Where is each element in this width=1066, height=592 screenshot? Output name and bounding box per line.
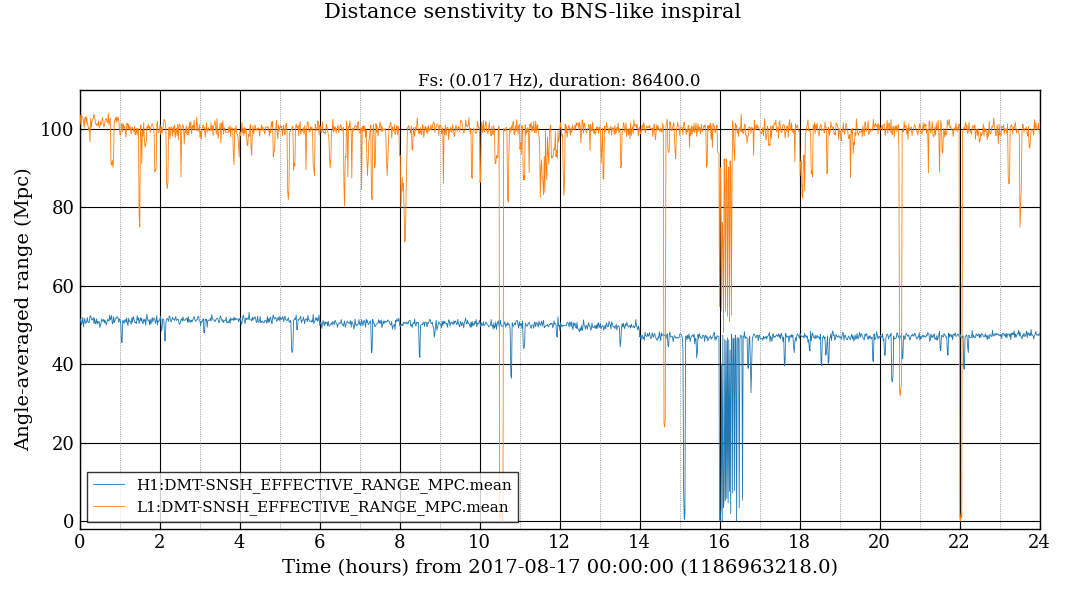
Text: Distance senstivity to BNS-like inspiral: Distance senstivity to BNS-like inspiral	[324, 3, 742, 22]
Line: H1:DMT-SNSH_EFFECTIVE_RANGE_MPC.mean: H1:DMT-SNSH_EFFECTIVE_RANGE_MPC.mean	[80, 313, 1039, 521]
H1:DMT-SNSH_EFFECTIVE_RANGE_MPC.mean	[74, 320, 86, 327]
Line: L1:DMT-SNSH_EFFECTIVE_RANGE_MPC.mean: L1:DMT-SNSH_EFFECTIVE_RANGE_MPC.mean	[80, 113, 1039, 522]
Y-axis label: Angle-averaged range (Mpc): Angle-averaged range (Mpc)	[15, 168, 33, 451]
H1:DMT-SNSH_EFFECTIVE_RANGE_MPC.mean	[453, 323, 466, 330]
H1:DMT-SNSH_EFFECTIVE_RANGE_MPC.mean	[1033, 330, 1046, 337]
H1:DMT-SNSH_EFFECTIVE_RANGE_MPC.mean	[243, 309, 256, 316]
L1:DMT-SNSH_EFFECTIVE_RANGE_MPC.mean	[102, 110, 115, 117]
H1:DMT-SNSH_EFFECTIVE_RANGE_MPC.mean	[311, 318, 324, 325]
L1:DMT-SNSH_EFFECTIVE_RANGE_MPC.mean	[987, 121, 1000, 128]
H1:DMT-SNSH_EFFECTIVE_RANGE_MPC.mean	[730, 517, 743, 525]
L1:DMT-SNSH_EFFECTIVE_RANGE_MPC.mean	[74, 113, 86, 120]
H1:DMT-SNSH_EFFECTIVE_RANGE_MPC.mean	[334, 320, 346, 327]
L1:DMT-SNSH_EFFECTIVE_RANGE_MPC.mean	[906, 132, 919, 139]
L1:DMT-SNSH_EFFECTIVE_RANGE_MPC.mean	[1033, 130, 1046, 137]
H1:DMT-SNSH_EFFECTIVE_RANGE_MPC.mean	[906, 333, 919, 340]
H1:DMT-SNSH_EFFECTIVE_RANGE_MPC.mean	[948, 330, 960, 337]
L1:DMT-SNSH_EFFECTIVE_RANGE_MPC.mean	[311, 117, 324, 124]
Title: Fs: (0.017 Hz), duration: 86400.0: Fs: (0.017 Hz), duration: 86400.0	[418, 73, 700, 89]
L1:DMT-SNSH_EFFECTIVE_RANGE_MPC.mean	[948, 126, 960, 133]
L1:DMT-SNSH_EFFECTIVE_RANGE_MPC.mean	[497, 518, 510, 525]
Legend: H1:DMT-SNSH_EFFECTIVE_RANGE_MPC.mean, L1:DMT-SNSH_EFFECTIVE_RANGE_MPC.mean: H1:DMT-SNSH_EFFECTIVE_RANGE_MPC.mean, L1…	[87, 472, 518, 522]
L1:DMT-SNSH_EFFECTIVE_RANGE_MPC.mean	[334, 124, 346, 131]
H1:DMT-SNSH_EFFECTIVE_RANGE_MPC.mean	[987, 333, 1000, 340]
L1:DMT-SNSH_EFFECTIVE_RANGE_MPC.mean	[453, 128, 466, 136]
X-axis label: Time (hours) from 2017-08-17 00:00:00 (1186963218.0): Time (hours) from 2017-08-17 00:00:00 (1…	[281, 559, 838, 577]
